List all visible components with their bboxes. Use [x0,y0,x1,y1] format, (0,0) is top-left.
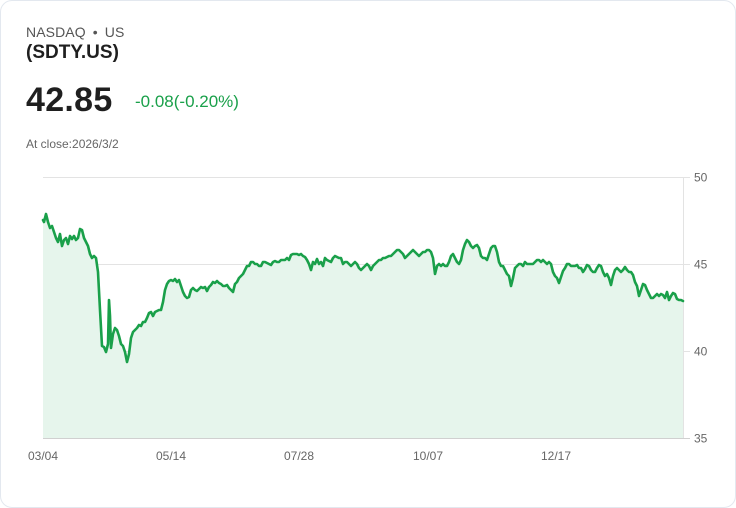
x-tick-0514: 05/14 [156,449,186,463]
exchange-line: NASDAQ • US [26,24,124,40]
separator-dot: • [92,24,98,40]
price-line[interactable] [41,212,685,364]
x-axis: 03/04 05/14 07/28 10/07 12/17 [28,449,571,463]
y-axis: 50 45 40 35 [694,171,708,446]
close-timestamp: At close:2026/3/2 [26,137,119,151]
x-tick-0728: 07/28 [284,449,314,463]
x-tick-1217: 12/17 [541,449,571,463]
x-tick-0304: 03/04 [28,449,58,463]
region-label: US [104,24,125,40]
current-price: 42.85 [26,81,113,119]
y-tick-35: 35 [694,432,708,446]
y-tick-40: 40 [694,345,708,359]
exchange-name: NASDAQ [26,24,86,40]
price-change: -0.08(-0.20%) [135,92,239,111]
x-tick-1007: 10/07 [413,449,443,463]
y-tick-50: 50 [694,171,708,185]
y-tick-45: 45 [694,258,708,272]
price-area-fill [43,214,683,438]
ticker-symbol: (SDTY.US) [26,42,119,63]
